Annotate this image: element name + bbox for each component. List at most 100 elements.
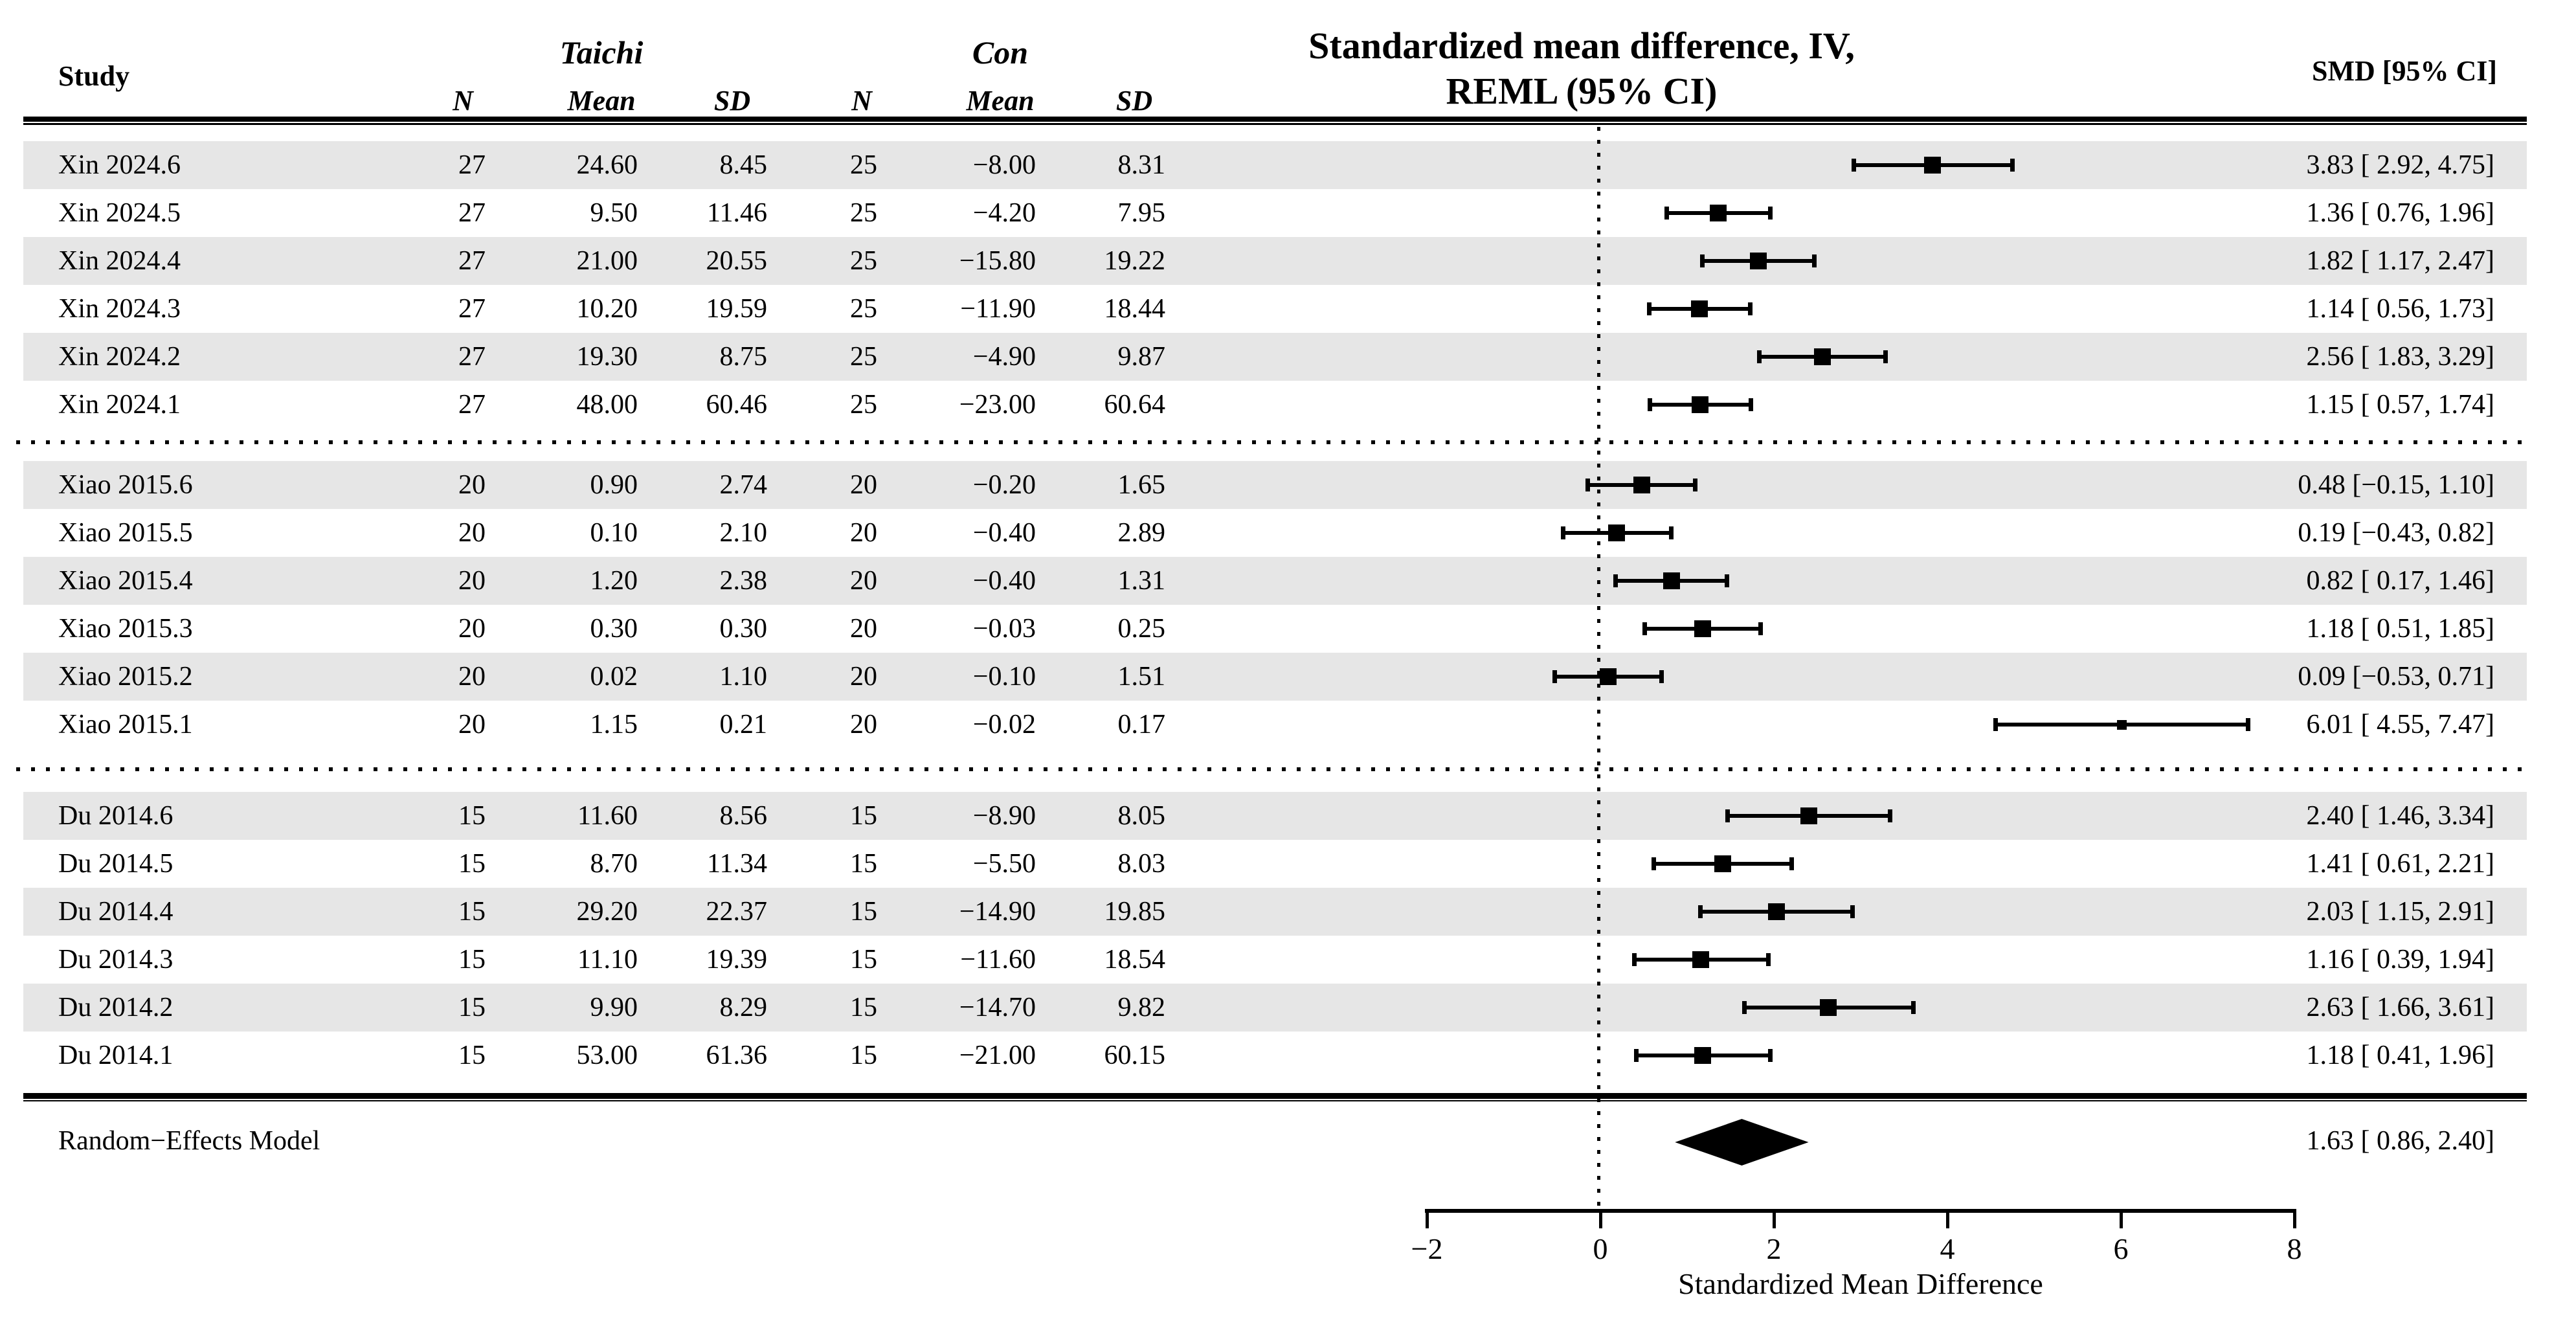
cell-n-control: 25 bbox=[850, 342, 877, 372]
x-axis-tick-label: 2 bbox=[1766, 1232, 1782, 1265]
cell-n-control: 15 bbox=[850, 897, 877, 927]
taichi-mean-header: Mean bbox=[567, 85, 636, 117]
summary-rule-thick bbox=[23, 1093, 2527, 1099]
cell-mean-taichi: 9.90 bbox=[590, 993, 638, 1022]
cell-mean-control: −0.02 bbox=[972, 710, 1036, 739]
ci-cap-left bbox=[1664, 207, 1669, 220]
smd-column-header: SMD [95% CI] bbox=[2312, 55, 2497, 87]
cell-mean-control: −0.40 bbox=[972, 518, 1036, 548]
ci-cap-right bbox=[1910, 1001, 1916, 1014]
study-label: Xin 2024.5 bbox=[58, 198, 181, 228]
control-group-header: Con bbox=[972, 34, 1029, 71]
cell-mean-taichi: 0.90 bbox=[590, 470, 638, 500]
row-band bbox=[23, 461, 2527, 509]
cell-smd-ci: 1.15 [ 0.57, 1.74] bbox=[2306, 390, 2494, 420]
ci-cap-left bbox=[1613, 574, 1618, 587]
row-band bbox=[23, 653, 2527, 701]
cell-mean-taichi: 8.70 bbox=[590, 849, 638, 879]
cell-n-control: 25 bbox=[850, 246, 877, 276]
ci-cap-right bbox=[1693, 479, 1698, 491]
ci-cap-left bbox=[1561, 526, 1566, 539]
ci-cap-left bbox=[1648, 398, 1653, 411]
study-label: Xiao 2015.5 bbox=[58, 518, 193, 548]
cell-mean-taichi: 24.60 bbox=[576, 150, 638, 180]
cell-sd-taichi: 8.29 bbox=[719, 993, 768, 1022]
row-band bbox=[23, 557, 2527, 605]
cell-sd-control: 60.15 bbox=[1104, 1041, 1166, 1070]
control-n-header: N bbox=[851, 85, 872, 117]
study-label: Du 2014.2 bbox=[58, 993, 174, 1022]
cell-smd-ci: 6.01 [ 4.55, 7.47] bbox=[2306, 710, 2494, 739]
study-label: Du 2014.6 bbox=[58, 801, 174, 831]
cell-sd-control: 19.85 bbox=[1104, 897, 1166, 927]
cell-n-taichi: 27 bbox=[458, 342, 486, 372]
study-label: Xin 2024.3 bbox=[58, 294, 181, 324]
ci-cap-right bbox=[1668, 526, 1674, 539]
cell-sd-control: 0.17 bbox=[1117, 710, 1166, 739]
cell-n-control: 25 bbox=[850, 294, 877, 324]
cell-sd-control: 0.25 bbox=[1117, 614, 1166, 644]
ci-cap-left bbox=[1742, 1001, 1747, 1014]
ci-cap-left bbox=[1633, 1049, 1639, 1062]
summary-rule-thin bbox=[23, 1100, 2527, 1101]
ci-cap-left bbox=[1552, 670, 1557, 683]
cell-n-control: 15 bbox=[850, 945, 877, 975]
cell-n-taichi: 15 bbox=[458, 945, 486, 975]
cell-mean-control: −0.20 bbox=[972, 470, 1036, 500]
cell-smd-ci: 3.83 [ 2.92, 4.75] bbox=[2306, 150, 2494, 180]
ci-cap-right bbox=[1765, 953, 1771, 966]
cell-n-control: 20 bbox=[850, 614, 877, 644]
cell-sd-taichi: 0.30 bbox=[719, 614, 768, 644]
cell-sd-taichi: 2.38 bbox=[719, 566, 768, 596]
ci-cap-left bbox=[1699, 254, 1705, 267]
cell-n-control: 20 bbox=[850, 710, 877, 739]
cell-n-control: 15 bbox=[850, 1041, 877, 1070]
cell-smd-ci: 2.40 [ 1.46, 3.34] bbox=[2306, 801, 2494, 831]
cell-n-taichi: 27 bbox=[458, 198, 486, 228]
cell-mean-taichi: 0.10 bbox=[590, 518, 638, 548]
cell-sd-taichi: 2.74 bbox=[719, 470, 768, 500]
ci-cap-right bbox=[1659, 670, 1664, 683]
cell-n-control: 20 bbox=[850, 518, 877, 548]
row-band bbox=[23, 237, 2527, 285]
ci-cap-right bbox=[1767, 1049, 1773, 1062]
cell-smd-ci: 0.09 [−0.53, 0.71] bbox=[2298, 662, 2494, 692]
ci-cap-left bbox=[1632, 953, 1637, 966]
cell-sd-taichi: 1.10 bbox=[719, 662, 768, 692]
cell-smd-ci: 2.63 [ 1.66, 3.61] bbox=[2306, 993, 2494, 1022]
cell-mean-control: −11.60 bbox=[960, 945, 1036, 975]
cell-sd-taichi: 11.34 bbox=[707, 849, 767, 879]
x-axis-tick bbox=[2293, 1211, 2296, 1228]
cell-mean-control: −5.50 bbox=[972, 849, 1036, 879]
cell-sd-taichi: 60.46 bbox=[706, 390, 768, 420]
point-estimate-marker bbox=[1690, 300, 1708, 317]
section-separator-2 bbox=[16, 767, 2528, 771]
study-label: Du 2014.3 bbox=[58, 945, 174, 975]
cell-mean-control: −15.80 bbox=[959, 246, 1036, 276]
study-label: Xin 2024.1 bbox=[58, 390, 181, 420]
point-estimate-marker bbox=[1692, 951, 1710, 968]
cell-mean-control: −4.90 bbox=[972, 342, 1036, 372]
ci-cap-left bbox=[1698, 905, 1703, 918]
study-label: Xin 2024.2 bbox=[58, 342, 181, 372]
ci-cap-right bbox=[1789, 857, 1795, 870]
cell-mean-taichi: 21.00 bbox=[576, 246, 638, 276]
cell-smd-ci: 1.18 [ 0.51, 1.85] bbox=[2306, 614, 2494, 644]
cell-n-taichi: 20 bbox=[458, 710, 486, 739]
cell-smd-ci: 0.19 [−0.43, 0.82] bbox=[2298, 518, 2494, 548]
point-estimate-marker bbox=[1608, 524, 1626, 541]
ci-cap-right bbox=[2010, 159, 2015, 172]
x-axis-tick bbox=[1773, 1211, 1776, 1228]
cell-mean-taichi: 53.00 bbox=[576, 1041, 638, 1070]
ci-cap-left bbox=[1993, 718, 1998, 731]
header-rule-thin bbox=[23, 123, 2527, 125]
cell-smd-ci: 1.82 [ 1.17, 2.47] bbox=[2306, 246, 2494, 276]
cell-n-control: 25 bbox=[850, 150, 877, 180]
cell-mean-taichi: 9.50 bbox=[590, 198, 638, 228]
point-estimate-marker bbox=[2116, 719, 2127, 730]
cell-sd-taichi: 19.39 bbox=[706, 945, 768, 975]
x-axis-tick-label: 0 bbox=[1593, 1232, 1608, 1265]
cell-n-control: 20 bbox=[850, 662, 877, 692]
cell-sd-control: 19.22 bbox=[1104, 246, 1166, 276]
point-estimate-marker bbox=[1924, 157, 1942, 174]
